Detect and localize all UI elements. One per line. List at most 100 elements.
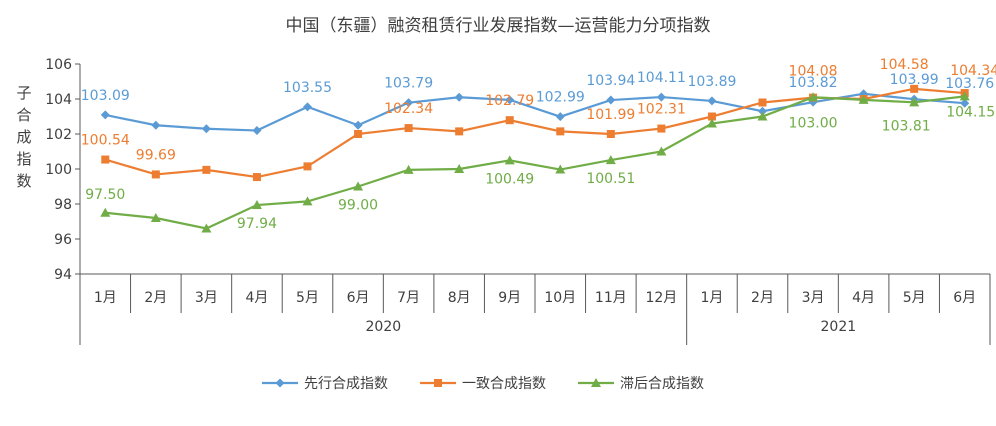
data-point [504,155,515,165]
data-point [455,127,464,136]
x-group-label: 2021 [821,319,857,335]
data-label: 104.15 [946,104,995,120]
y-tick-label: 96 [54,232,72,248]
data-point [201,223,212,233]
y-axis-title-text: 子合成指数 [16,84,31,190]
legend-label: 先行合成指数 [304,376,388,392]
series-line [105,95,965,230]
x-group-label: 2020 [366,319,402,335]
legend-marker [275,378,285,388]
data-point [858,94,869,104]
y-tick-label: 106 [45,57,72,73]
data-label: 103.76 [945,76,994,92]
data-label: 99.00 [338,198,378,214]
data-point [758,98,767,107]
data-point [454,164,465,173]
data-point [101,155,110,164]
x-tick-label: 2月 [144,290,167,306]
data-point [354,130,363,138]
data-label: 102.31 [637,102,686,118]
data-label: 100.51 [586,171,635,187]
data-point [505,95,515,105]
data-label: 102.99 [536,90,585,106]
y-tick-label: 94 [54,267,72,283]
x-tick-label: 6月 [953,290,976,306]
legend-label: 一致合成指数 [462,376,546,392]
data-point [353,181,364,191]
data-label: 103.79 [384,76,433,92]
data-point [706,118,717,128]
data-point [909,97,920,107]
y-axis: 94 96 98 100 102 104 106 [45,57,81,283]
data-point [151,170,160,179]
data-point [758,106,767,116]
data-label: 102.79 [485,93,534,109]
data-label: 103.81 [882,118,931,134]
data-point [252,126,262,135]
series-layer [100,84,970,233]
data-point [707,96,717,106]
data-point [556,127,565,136]
data-point [656,146,667,156]
x-tick-label: 12月 [645,290,677,306]
data-label: 104.58 [880,57,929,73]
data-point [555,164,566,174]
legend-item-1[interactable]: 先行合成指数 [262,376,388,392]
data-point [606,130,615,138]
x-tick-label: 1月 [700,290,723,306]
data-point [303,162,312,171]
x-tick-label: 5月 [903,290,926,306]
x-tick-label: 7月 [397,290,420,306]
data-point [757,111,768,121]
data-point [353,120,363,130]
legend-marker [591,378,601,387]
legend[interactable]: 先行合成指数 一致合成指数 滞后合成指数 [262,376,704,392]
legend-marker [434,379,442,387]
x-tick-label: 1月 [94,290,117,306]
data-point [100,207,111,217]
series-3 [100,91,970,233]
x-tick-label: 4月 [245,290,268,306]
x-axis: 1月 2月 3月 4月 5月 6月 7月 8月 9月 10月 11月 12月 1月 2月 3月 4月 5月 6月 2… [79,273,991,345]
data-point [707,112,716,121]
legend-item-2[interactable]: 一致合成指数 [420,376,546,392]
y-tick-label: 102 [45,127,72,143]
data-point [656,92,666,102]
legend-item-3[interactable]: 滞后合成指数 [578,376,704,392]
data-label: 100.49 [485,171,534,187]
data-label: 104.11 [637,70,686,86]
data-point [201,124,211,134]
data-point [404,98,414,108]
data-point [404,124,413,133]
data-point [606,95,616,105]
data-point [657,124,666,133]
y-tick-label: 104 [45,92,72,108]
y-tick-label: 98 [54,197,72,213]
data-point [150,213,161,222]
data-point [605,155,616,165]
data-label: 104.34 [950,63,996,79]
data-point [151,120,161,130]
data-point [960,98,970,108]
data-label: 103.09 [81,88,130,104]
data-point [959,91,970,101]
data-point [302,196,313,206]
data-point [505,116,514,125]
data-label: 103.55 [283,80,332,96]
data-point [555,112,565,122]
data-label: 102.34 [384,101,433,117]
series-line [105,92,965,132]
data-point [251,200,262,210]
data-label: 103.00 [789,115,838,131]
series-1 [100,89,970,135]
x-tick-label: 8月 [448,290,471,306]
data-point [454,92,464,102]
legend-label: 滞后合成指数 [620,376,704,392]
data-point [808,92,819,102]
x-tick-label: 5月 [296,290,319,306]
data-label: 104.08 [789,64,838,80]
data-point [910,84,919,93]
data-point [303,102,312,112]
